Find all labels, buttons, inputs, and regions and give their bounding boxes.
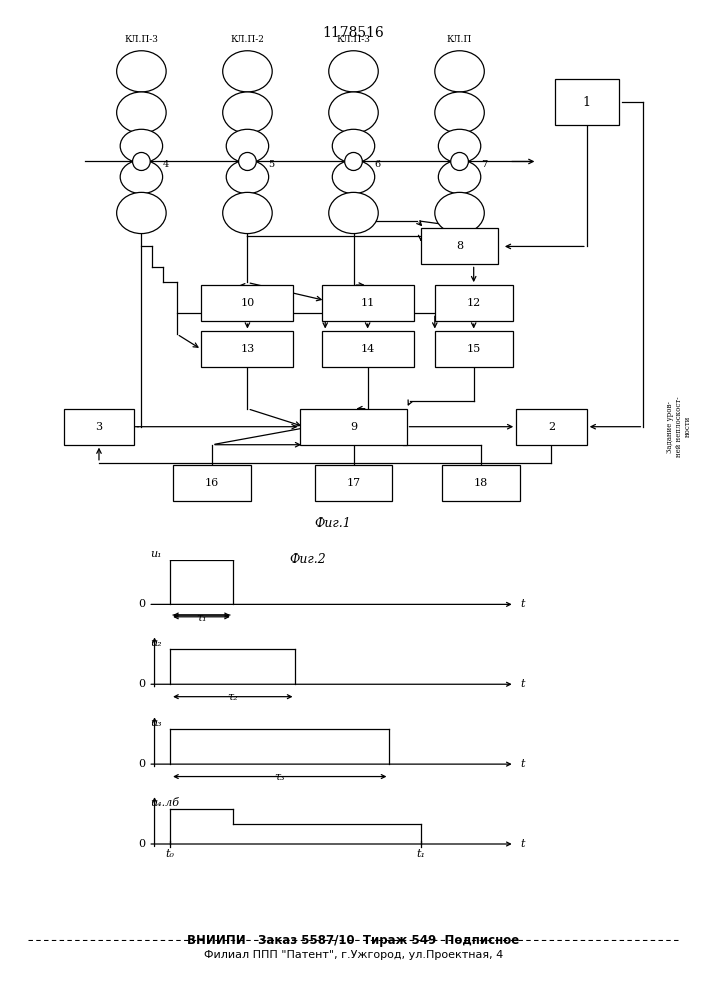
Ellipse shape <box>438 129 481 163</box>
Bar <box>322 285 414 321</box>
Text: u₁: u₁ <box>150 549 161 559</box>
Text: КЛ.П-3: КЛ.П-3 <box>124 35 158 44</box>
Text: Задание уров-
ней неплоскост-
ности: Задание уров- ней неплоскост- ности <box>665 396 692 457</box>
Ellipse shape <box>332 129 375 163</box>
Ellipse shape <box>223 51 272 92</box>
Ellipse shape <box>345 152 362 170</box>
Ellipse shape <box>226 160 269 194</box>
Ellipse shape <box>329 192 378 234</box>
Text: t: t <box>521 599 525 609</box>
Text: t: t <box>521 679 525 689</box>
Text: 17: 17 <box>346 478 361 488</box>
Bar <box>322 331 414 367</box>
Ellipse shape <box>435 51 484 92</box>
Bar <box>201 331 293 367</box>
Ellipse shape <box>329 51 378 92</box>
Text: u₃: u₃ <box>150 718 161 728</box>
Text: t: t <box>521 759 525 769</box>
Text: Фиг.1: Фиг.1 <box>314 517 351 530</box>
Text: 9: 9 <box>350 422 357 432</box>
Ellipse shape <box>120 129 163 163</box>
Text: 18: 18 <box>474 478 488 488</box>
Ellipse shape <box>329 92 378 133</box>
Text: 16: 16 <box>205 478 219 488</box>
Text: КЛ.П-3: КЛ.П-3 <box>337 35 370 44</box>
Text: КЛ.П: КЛ.П <box>447 35 472 44</box>
Text: τ₁: τ₁ <box>196 612 207 622</box>
Bar <box>315 465 392 501</box>
Ellipse shape <box>117 51 166 92</box>
Ellipse shape <box>120 160 163 194</box>
Text: 7: 7 <box>481 160 487 169</box>
Ellipse shape <box>223 192 272 234</box>
Text: 1178516: 1178516 <box>322 26 385 40</box>
Text: 4: 4 <box>163 160 169 169</box>
Ellipse shape <box>435 92 484 133</box>
Text: 12: 12 <box>467 298 481 308</box>
Text: t₁: t₁ <box>416 849 425 859</box>
Ellipse shape <box>117 92 166 133</box>
Text: Фиг.2: Фиг.2 <box>289 553 326 566</box>
Text: Филиал ППП "Патент", г.Ужгород, ул.Проектная, 4: Филиал ППП "Патент", г.Ужгород, ул.Проек… <box>204 950 503 960</box>
Ellipse shape <box>435 192 484 234</box>
Bar <box>435 331 513 367</box>
Text: τ₂: τ₂ <box>228 692 238 702</box>
Bar <box>516 409 587 445</box>
Bar <box>173 465 251 501</box>
Text: u₂: u₂ <box>150 638 161 648</box>
Bar <box>300 409 407 445</box>
Text: t₀: t₀ <box>165 849 175 859</box>
Ellipse shape <box>438 160 481 194</box>
Text: 6: 6 <box>375 160 381 169</box>
Text: КЛ.П-2: КЛ.П-2 <box>230 35 264 44</box>
Text: 10: 10 <box>240 298 255 308</box>
Text: 1: 1 <box>583 96 591 109</box>
Text: 5: 5 <box>269 160 275 169</box>
Text: 8: 8 <box>456 241 463 251</box>
Text: 11: 11 <box>361 298 375 308</box>
Text: t: t <box>521 839 525 849</box>
Bar <box>442 465 520 501</box>
Text: 0: 0 <box>138 599 145 609</box>
Text: 2: 2 <box>548 422 555 432</box>
Text: 3: 3 <box>95 422 103 432</box>
Ellipse shape <box>226 129 269 163</box>
Bar <box>435 285 513 321</box>
Ellipse shape <box>133 152 151 170</box>
Bar <box>555 79 619 125</box>
Ellipse shape <box>332 160 375 194</box>
Text: τ₃: τ₃ <box>274 772 285 782</box>
Text: 0: 0 <box>138 759 145 769</box>
Text: ВНИИПИ   Заказ 5587/10  Тираж 549  Подписное: ВНИИПИ Заказ 5587/10 Тираж 549 Подписное <box>187 934 520 947</box>
Bar <box>201 285 293 321</box>
Ellipse shape <box>117 192 166 234</box>
Bar <box>64 409 134 445</box>
Bar <box>421 228 498 264</box>
Ellipse shape <box>451 152 468 170</box>
Text: 14: 14 <box>361 344 375 354</box>
Text: u₄.лб: u₄.лб <box>150 798 179 808</box>
Text: 13: 13 <box>240 344 255 354</box>
Text: 0: 0 <box>138 839 145 849</box>
Text: 15: 15 <box>467 344 481 354</box>
Ellipse shape <box>238 152 257 170</box>
Ellipse shape <box>223 92 272 133</box>
Text: 0: 0 <box>138 679 145 689</box>
